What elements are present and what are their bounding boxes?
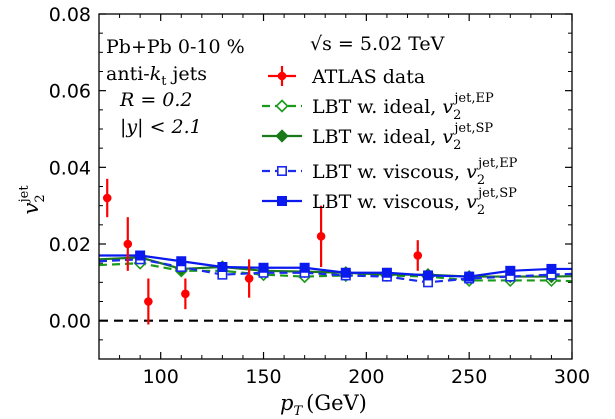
x-tick-label: 300 xyxy=(554,366,590,388)
data-point xyxy=(181,289,190,299)
x-tick-label: 200 xyxy=(348,366,384,388)
data-point xyxy=(413,251,423,260)
plot-area xyxy=(99,178,572,325)
data-point xyxy=(244,274,254,283)
annotation-rapidity: |y| < 2.1 xyxy=(120,116,202,138)
annotation-radius: R = 0.2 xyxy=(119,89,193,111)
y-tick-label: 0.02 xyxy=(49,234,91,256)
y-tick-label: 0.08 xyxy=(49,4,91,26)
legend-entry-4: LBT w. viscous, v2jet,SP xyxy=(262,186,517,218)
legend-label: LBT w. ideal, v2jet,SP xyxy=(312,121,493,153)
legend-entry-3: LBT w. viscous, v2jet,EP xyxy=(262,156,518,188)
series-marker xyxy=(135,250,146,261)
x-tick-label: 100 xyxy=(143,366,179,388)
legend-marker xyxy=(276,196,287,207)
series-marker xyxy=(505,265,516,276)
series-marker xyxy=(176,256,187,267)
series-marker xyxy=(464,271,475,282)
legend-label: LBT w. ideal, v2jet,EP xyxy=(312,91,494,123)
legend-marker xyxy=(275,129,289,143)
y-axis-title: v2jet xyxy=(17,185,48,215)
y-tick-label: 0.00 xyxy=(49,311,91,333)
series-marker xyxy=(423,270,434,281)
data-point xyxy=(144,297,153,306)
x-tick-label: 150 xyxy=(245,366,281,388)
legend-marker xyxy=(275,99,289,113)
legend-marker xyxy=(277,71,287,81)
series-marker xyxy=(299,262,310,273)
annotation-jets: anti-kt jets xyxy=(106,63,207,89)
y-tick-label: 0.04 xyxy=(49,157,91,179)
axes-layer: 100 150 200 250 300 0.00 0.02 0.04 0.06 0.08 xyxy=(49,4,590,388)
legend-entry-2: LBT w. ideal, v2jet,SP xyxy=(262,121,493,153)
legend-label: LBT w. viscous, v2jet,SP xyxy=(312,186,517,218)
legend-marker xyxy=(276,166,287,177)
legend-label: LBT w. viscous, v2jet,EP xyxy=(312,156,518,188)
legend-entry-1: LBT w. ideal, v2jet,EP xyxy=(262,91,494,123)
series-4 xyxy=(99,250,572,282)
y-tick-label: 0.06 xyxy=(49,81,91,103)
x-axis-title: pT (GeV) xyxy=(280,391,367,419)
legend-entry-0: ATLAS data xyxy=(268,66,425,88)
data-point xyxy=(123,239,133,249)
x-tick-label: 250 xyxy=(451,366,487,388)
series-marker xyxy=(546,263,557,274)
series-marker xyxy=(258,262,269,273)
data-point xyxy=(316,232,326,241)
plot-layer xyxy=(99,178,572,325)
series-marker xyxy=(340,267,351,278)
series-marker xyxy=(381,267,392,278)
series-marker xyxy=(217,261,228,272)
legend-label: ATLAS data xyxy=(311,66,425,88)
annotation-system: Pb+Pb 0-10 % xyxy=(106,36,245,58)
annotation-energy: √s = 5.02 TeV xyxy=(310,33,445,55)
series-0 xyxy=(102,178,423,325)
data-point xyxy=(102,193,112,203)
